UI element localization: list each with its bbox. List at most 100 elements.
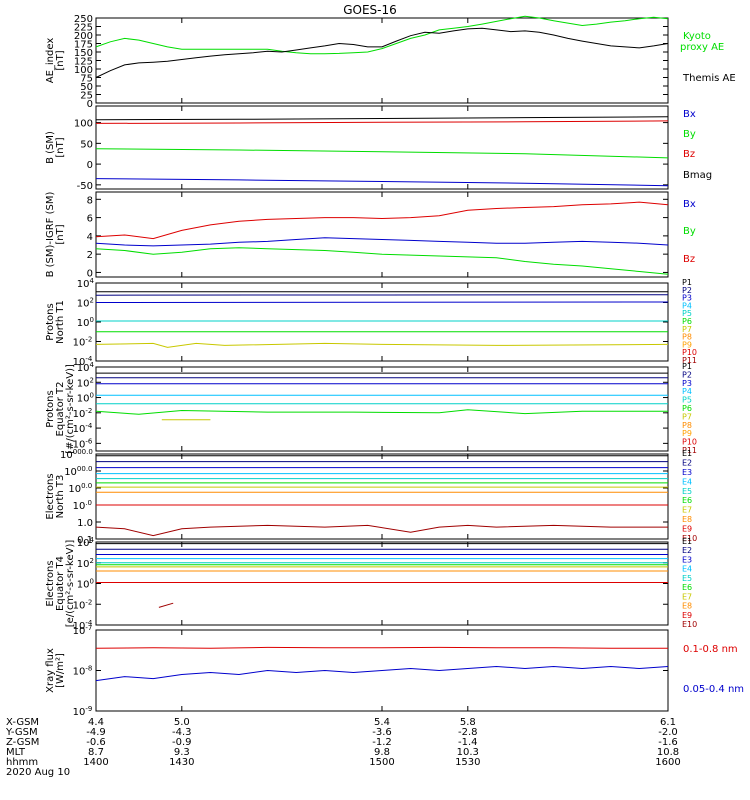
chart-panel-6: 0.1 1.0 10.0 100.0 1000.0 10000.0 Electrons Nor… [45, 448, 697, 546]
series-line-bx [95, 237, 669, 247]
series-line-bx [95, 178, 669, 187]
y-axis-label: Equator T2 [55, 382, 66, 437]
series-line-by [95, 247, 669, 275]
axis-row-value: -2.0 [658, 727, 678, 738]
y-tick-label: 4 [87, 232, 93, 243]
y-tick-label: 10-6 [73, 437, 93, 450]
y-tick-label: 100 [77, 316, 94, 329]
legend-entry: Themis AE [682, 73, 736, 84]
axis-row-value: -1.6 [658, 737, 678, 748]
axis-row-value: -1.2 [372, 737, 392, 748]
legend-entry: P2 [682, 370, 692, 379]
y-axis-label: Equator T4 [55, 556, 66, 611]
y-tick-label: 10-4 [73, 355, 93, 368]
axis-row-value: -2.8 [458, 727, 478, 738]
y-tick-label: 10-7 [73, 624, 93, 637]
axis-row-label: X-GSM [6, 717, 39, 728]
y-tick-label: 1.0 [77, 518, 93, 529]
legend-entry: P8 [682, 421, 692, 430]
axis-row-value: 9.3 [174, 747, 190, 758]
axis-row-value: 1600 [655, 757, 680, 768]
y-tick-label: 25 [80, 91, 93, 102]
y-tick-label: 10.0 [73, 499, 92, 512]
series-line-p2 [95, 294, 669, 296]
legend-entry: Bx [683, 109, 696, 120]
legend-entry: E4 [682, 477, 692, 486]
y-axis-label: B (SM)-IGRF (SM) [45, 192, 56, 278]
axis-row-value: 1530 [455, 757, 480, 768]
legend-entry: E6 [682, 496, 692, 505]
y-tick-label: 100.0 [68, 482, 92, 495]
y-tick-label: 125 [74, 57, 93, 68]
axis-row-value: 1430 [169, 757, 194, 768]
legend-entry: P3 [682, 294, 692, 303]
axis-row-label: hhmm [6, 757, 38, 768]
y-axis-label: Electrons [45, 560, 56, 606]
plot-title: GOES-16 [343, 3, 397, 17]
legend-entry: P8 [682, 333, 692, 342]
legend-entry: E6 [682, 583, 692, 592]
axis-row-label: Z-GSM [6, 737, 39, 748]
y-axis-label: Protons [45, 390, 56, 427]
legend-entry: P6 [682, 404, 692, 413]
legend-entry: E10 [682, 534, 697, 543]
legend-entry: Bz [683, 254, 695, 265]
legend-entry: E3 [682, 555, 692, 564]
chart-panel-3: 0 2 4 6 8 B (SM)-IGRF (SM) [nT] Bx By Bz [45, 191, 696, 279]
y-axis-label: [#/(cm²-s-sr-keV)] [65, 364, 76, 454]
y-tick-label: 75 [80, 74, 93, 85]
y-tick-label: 175 [74, 40, 93, 51]
legend-entry: By [683, 129, 696, 140]
legend-entry: E10 [682, 620, 697, 629]
y-tick-label: 102 [77, 297, 94, 310]
axis-row-value: -4.3 [172, 727, 192, 738]
axis-row-value: -0.9 [172, 737, 192, 748]
axis-row-value: 8.7 [88, 747, 104, 758]
legend-entry: P11 [682, 356, 697, 365]
y-axis-label: Xray flux [45, 648, 56, 693]
axis-row-value: 10.3 [457, 747, 479, 758]
y-tick-label: 10-2 [73, 407, 93, 420]
series-line-bmag [95, 116, 669, 121]
y-tick-label: 10-2 [73, 336, 93, 349]
series-line-bz [95, 201, 669, 240]
y-axis-label: [nT] [55, 137, 66, 157]
series-line-p6 [95, 409, 668, 415]
date-label: 2020 Aug 10 [6, 767, 70, 778]
y-tick-label: 100 [74, 119, 93, 130]
series-line-kyoto-proxy-ae [95, 15, 669, 55]
y-tick-label: 100 [74, 65, 93, 76]
series-line-themis-ae [95, 27, 669, 78]
series-line-by [95, 148, 669, 159]
axis-row-value: -1.4 [458, 737, 478, 748]
legend-entry: E3 [682, 468, 692, 477]
legend-entry: P3 [682, 379, 692, 388]
y-axis-label: [W/m²] [55, 653, 66, 688]
y-tick-label: 102 [77, 376, 94, 389]
y-tick-label: 0 [87, 268, 93, 279]
legend-entry: P9 [682, 429, 692, 438]
legend-entry: P1 [682, 362, 692, 371]
y-tick-label: 10-9 [73, 705, 93, 718]
series-line-e10 [158, 602, 174, 608]
y-tick-label: 2 [87, 250, 93, 261]
legend-entry: Kyoto [683, 31, 711, 42]
chart-panel-7: 10-4 10-2 100 102 104 Electrons Equator T4 [e/(… [45, 536, 697, 632]
y-tick-label: 10-8 [73, 665, 93, 678]
y-axis-label: North T3 [55, 475, 66, 519]
y-tick-label: 10-4 [73, 422, 93, 435]
y-tick-label: 100 [77, 578, 94, 591]
legend-entry: E2 [682, 546, 692, 555]
y-tick-label: 8 [87, 195, 93, 206]
plot-frame [95, 366, 669, 452]
y-tick-label: 1000.0 [64, 465, 92, 478]
y-tick-label: 104 [77, 361, 95, 374]
legend-entry: 0.05-0.4 nm [683, 684, 744, 695]
axis-row-value: 10.8 [657, 747, 679, 758]
axis-row-value: 5.4 [374, 717, 390, 728]
legend-entry: E5 [682, 487, 692, 496]
legend-entry: By [683, 226, 696, 237]
y-tick-label: 150 [74, 48, 93, 59]
legend-entry: E8 [682, 602, 692, 611]
